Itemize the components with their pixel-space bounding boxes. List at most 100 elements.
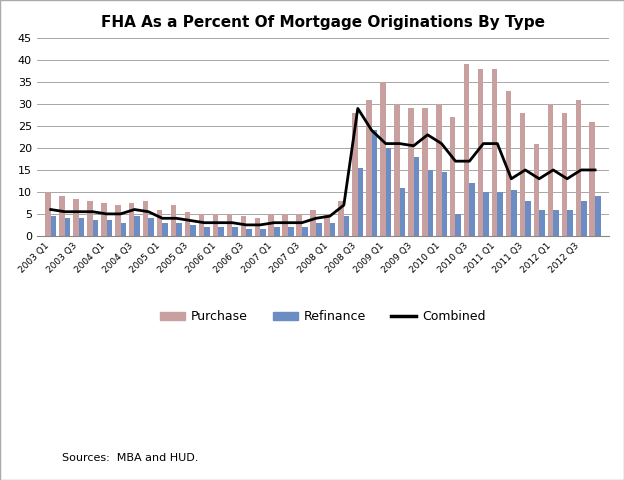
Bar [442,172,447,236]
Combined [480,141,487,146]
Bar [450,117,456,236]
Combined [438,141,446,146]
Bar [283,214,288,236]
Combined [173,216,180,221]
Bar [316,223,321,236]
Bar [143,201,149,236]
Bar [157,209,162,236]
Bar [497,192,503,236]
Combined [466,158,473,164]
Bar [45,192,51,236]
Combined [382,141,389,146]
Combined [242,222,250,228]
Bar [73,199,79,236]
Bar [310,209,316,236]
Bar [469,183,475,236]
Bar [511,190,517,236]
Bar [177,223,182,236]
Combined [396,141,403,146]
Bar [505,91,511,236]
Combined [200,220,208,226]
Bar [255,218,260,236]
Combined [298,220,306,226]
Bar [372,131,378,236]
Bar [380,82,386,236]
Bar [185,212,190,236]
Bar [260,229,266,236]
Combined [256,222,264,228]
Combined [131,206,139,212]
Bar [456,214,461,236]
Bar [107,220,112,236]
Bar [324,214,330,236]
Bar [115,205,120,236]
Bar [394,104,399,236]
Bar [120,223,126,236]
Combined [285,220,292,226]
Bar [595,196,601,236]
Combined [494,141,501,146]
Combined [563,176,571,181]
Bar [268,214,274,236]
Combined [61,209,69,215]
Bar [162,223,168,236]
Bar [567,209,573,236]
Line: Combined: Combined [51,108,595,225]
Bar [92,220,98,236]
Bar [65,218,71,236]
Bar [366,100,372,236]
Bar [79,218,84,236]
Combined [187,217,194,223]
Bar [422,108,427,236]
Combined [326,213,334,219]
Combined [145,209,152,215]
Combined [75,209,82,215]
Bar [399,188,405,236]
Combined [522,167,529,173]
Combined [158,216,166,221]
Bar [575,100,581,236]
Bar [548,104,553,236]
Bar [129,203,135,236]
Bar [562,113,567,236]
Bar [51,216,56,236]
Bar [198,214,204,236]
Bar [59,196,65,236]
Bar [338,201,344,236]
Combined [215,220,222,226]
Bar [204,227,210,236]
Combined [549,167,557,173]
Bar [525,201,531,236]
Bar [539,209,545,236]
Combined [340,202,348,208]
Combined [577,167,585,173]
Bar [590,121,595,236]
Combined [452,158,459,164]
Bar [553,209,558,236]
Bar [344,216,349,236]
Combined [410,143,417,149]
Bar [135,216,140,236]
Bar [227,214,232,236]
Combined [507,176,515,181]
Text: Sources:  MBA and HUD.: Sources: MBA and HUD. [62,453,199,463]
Combined [117,211,124,217]
Combined [424,132,431,138]
Bar [386,148,391,236]
Bar [358,168,363,236]
Combined [89,209,96,215]
Bar [408,108,414,236]
Combined [270,220,278,226]
Bar [296,214,302,236]
Bar [232,227,238,236]
Bar [484,192,489,236]
Legend: Purchase, Refinance, Combined: Purchase, Refinance, Combined [155,305,491,328]
Bar [87,201,92,236]
Bar [330,223,336,236]
Bar [436,104,442,236]
Bar [352,113,358,236]
Bar [427,170,433,236]
Bar [190,225,196,236]
Bar [288,227,293,236]
Combined [312,216,319,221]
